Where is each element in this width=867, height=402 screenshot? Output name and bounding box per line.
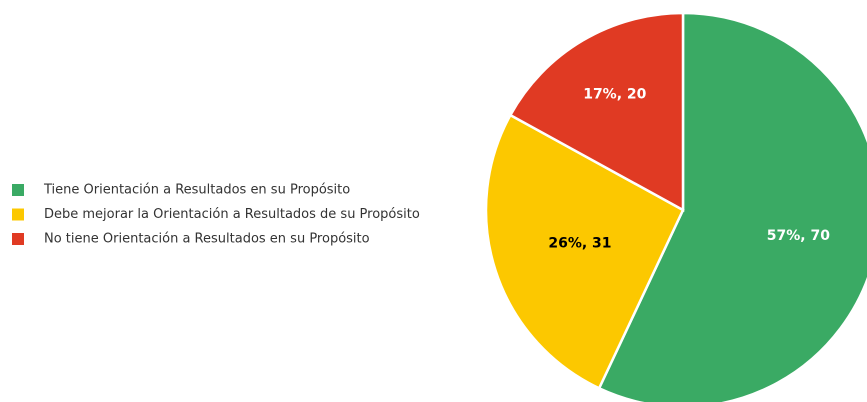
legend-swatch <box>12 208 24 221</box>
pie-slice <box>597 11 867 402</box>
legend-swatch <box>12 184 24 196</box>
pie-slice <box>508 11 685 213</box>
data-label: 17%, 20 <box>583 87 646 103</box>
legend-label: Debe mejorar la Orientación a Resultados… <box>44 207 420 222</box>
data-label: 26%, 31 <box>548 235 611 251</box>
legend-label: Tiene Orientación a Resultados en su Pro… <box>43 183 350 198</box>
data-label: 57%, 70 <box>767 228 830 244</box>
legend-swatch <box>12 233 24 245</box>
legend-label: No tiene Orientación a Resultados en su … <box>44 232 370 247</box>
